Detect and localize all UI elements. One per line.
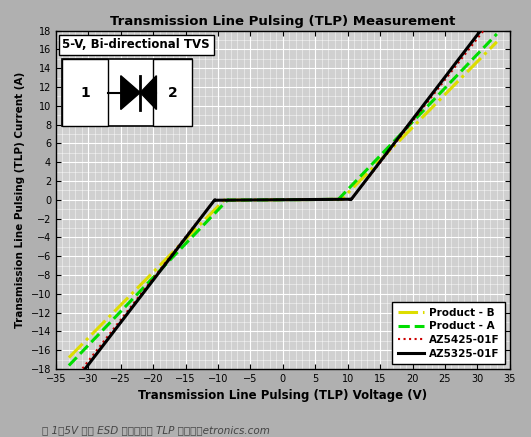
Product - B [66, 355, 72, 360]
AZ5325-01F [230, 198, 236, 203]
Product - B [494, 39, 500, 45]
Product - A [249, 198, 255, 203]
AZ5325-01F [66, 388, 72, 393]
Product - B [439, 94, 446, 100]
Product - A [494, 31, 500, 37]
AZ5325-01F [249, 198, 255, 203]
AZ5325-01F [485, 18, 492, 23]
Y-axis label: Transmission Line Pulsing (TLP) Current (A): Transmission Line Pulsing (TLP) Current … [15, 72, 25, 328]
Text: 图 1：5V 双向 ESD 保护组件的 TLP 测试曲线etronics.com: 图 1：5V 双向 ESD 保护组件的 TLP 测试曲线etronics.com [42, 425, 270, 435]
AZ5325-01F [115, 324, 121, 329]
Product - A [439, 88, 446, 94]
Product - A [66, 363, 72, 368]
FancyBboxPatch shape [153, 59, 192, 126]
AZ5425-01F [485, 22, 492, 27]
AZ5425-01F [115, 321, 121, 326]
AZ5325-01F [140, 291, 146, 296]
AZ5425-01F [439, 80, 446, 86]
Polygon shape [121, 76, 140, 110]
AZ5425-01F [249, 198, 255, 203]
Legend: Product - B, Product - A, AZ5425-01F, AZ5325-01F: Product - B, Product - A, AZ5425-01F, AZ… [392, 302, 504, 364]
Title: Transmission Line Pulsing (TLP) Measurement: Transmission Line Pulsing (TLP) Measurem… [110, 15, 456, 28]
Product - B [230, 198, 236, 203]
Product - A [140, 285, 146, 291]
Line: Product - B: Product - B [69, 42, 497, 357]
Line: AZ5325-01F: AZ5325-01F [69, 10, 497, 390]
Product - A [115, 312, 121, 317]
Text: 2: 2 [168, 86, 177, 100]
Polygon shape [140, 76, 157, 110]
Product - A [485, 40, 492, 45]
Product - A [230, 198, 236, 203]
Text: 5-V, Bi-directional TVS: 5-V, Bi-directional TVS [63, 38, 210, 51]
Line: AZ5425-01F: AZ5425-01F [69, 14, 497, 386]
AZ5325-01F [439, 78, 446, 83]
Product - B [249, 198, 255, 203]
Product - B [485, 48, 492, 53]
AZ5425-01F [230, 198, 236, 203]
Text: 1: 1 [80, 86, 90, 100]
Line: Product - A: Product - A [69, 34, 497, 365]
X-axis label: Transmission Line Pulsing (TLP) Voltage (V): Transmission Line Pulsing (TLP) Voltage … [138, 389, 427, 402]
Product - B [115, 305, 121, 311]
AZ5425-01F [494, 11, 500, 16]
AZ5425-01F [66, 383, 72, 388]
FancyBboxPatch shape [63, 59, 192, 126]
AZ5425-01F [140, 288, 146, 294]
FancyBboxPatch shape [63, 59, 108, 126]
Product - B [140, 280, 146, 285]
AZ5325-01F [494, 7, 500, 12]
